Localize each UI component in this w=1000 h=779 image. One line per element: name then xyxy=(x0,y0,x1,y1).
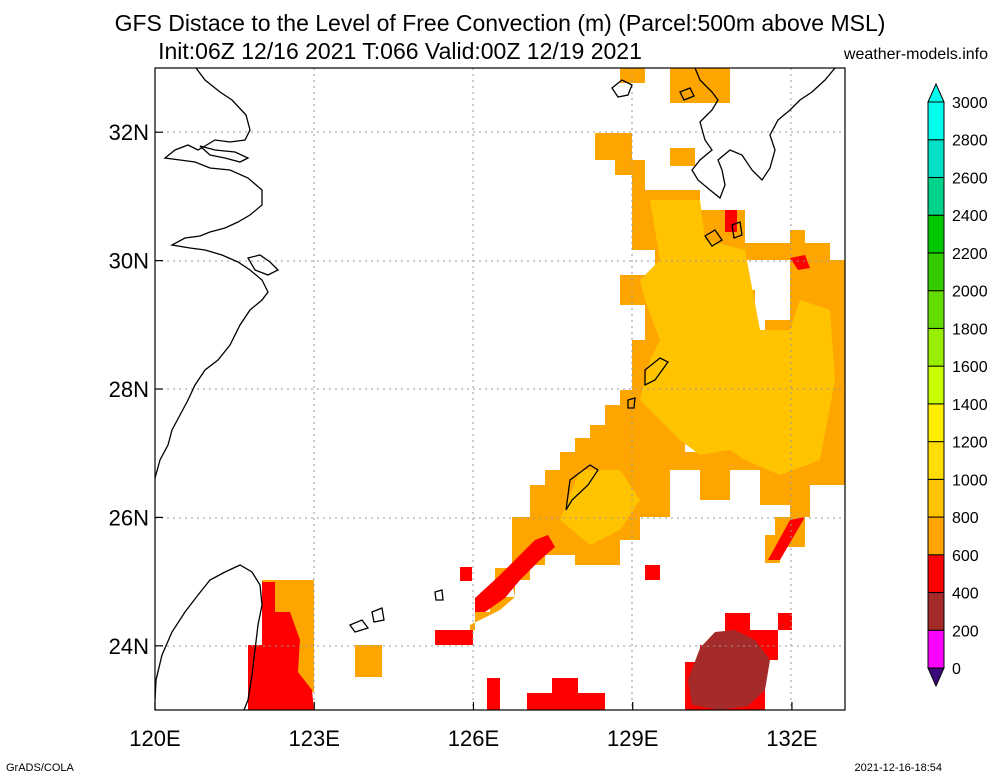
field-red xyxy=(778,613,792,630)
graticule xyxy=(155,68,845,710)
colorbar-label: 0 xyxy=(952,661,961,678)
colorbar-low-arrow xyxy=(927,667,945,688)
field-brown xyxy=(688,630,770,710)
coast-ryukyu-2 xyxy=(644,357,669,387)
colorbar-bin xyxy=(927,139,945,178)
map-subtitle: Init:06Z 12/16 2021 T:066 Valid:00Z 12/1… xyxy=(158,38,642,64)
field-red xyxy=(527,678,605,710)
colorbar-bin xyxy=(927,403,945,443)
colorbar-label: 2200 xyxy=(952,246,988,263)
coastlines xyxy=(155,68,836,710)
lon-tick-label: 132E xyxy=(766,726,817,751)
colorbar-bin xyxy=(927,176,945,216)
field-red xyxy=(487,678,500,710)
lon-tick-label: 126E xyxy=(448,726,499,751)
colorbar-high-arrow xyxy=(927,82,945,103)
colorbar-bin xyxy=(927,554,945,594)
lon-tick-label: 120E xyxy=(129,726,180,751)
coast-ryukyu-1 xyxy=(565,464,599,511)
map-title: GFS Distace to the Level of Free Convect… xyxy=(114,10,886,36)
field-red xyxy=(435,630,473,645)
colorbar-label: 1000 xyxy=(952,472,988,489)
colorbar-label: 2800 xyxy=(952,133,988,150)
credit-label: weather-models.info xyxy=(843,46,988,63)
coast-ryukyu-5 xyxy=(731,221,743,239)
coast-china xyxy=(155,68,269,479)
colorbar-bin xyxy=(927,441,945,480)
coast-ryukyu-4 xyxy=(704,229,723,247)
colorbar-label: 2400 xyxy=(952,208,988,225)
colorbar-bin xyxy=(927,252,945,292)
field-orange-top xyxy=(670,68,730,103)
lat-tick-label: 30N xyxy=(109,249,149,274)
lon-tick-label: 123E xyxy=(289,726,340,751)
colorbar-bin xyxy=(927,327,945,367)
software-credit: GrADS/COLA xyxy=(6,762,74,774)
lfc-field xyxy=(248,68,845,710)
colorbar-label: 600 xyxy=(952,548,979,565)
field-gap xyxy=(645,158,673,190)
colorbar-bin xyxy=(927,592,945,631)
coast-kyushu xyxy=(691,68,836,200)
field-red xyxy=(790,255,810,270)
lon-tick-label: 129E xyxy=(607,726,658,751)
colorbar-bin xyxy=(927,214,945,254)
field-orange-top xyxy=(670,148,695,166)
lat-tick-label: 32N xyxy=(109,120,149,145)
colorbar-label: 2000 xyxy=(952,284,988,301)
coast-kyushu-inner xyxy=(611,79,695,101)
colorbar-bin xyxy=(927,101,945,141)
field-amber xyxy=(640,200,835,475)
colorbar-label: 1600 xyxy=(952,359,988,376)
colorbar-bin xyxy=(927,629,945,669)
colorbar-label: 2600 xyxy=(952,170,988,187)
colorbar-bin xyxy=(927,365,945,405)
field-red xyxy=(768,517,805,560)
colorbar: 0 200 400 600 800 1000 1200 1400 1600 1800 2000 220… xyxy=(927,82,988,688)
colorbar-label: 1200 xyxy=(952,435,988,452)
colorbar-label: 1400 xyxy=(952,397,988,414)
field-red xyxy=(475,535,555,612)
colorbar-bin xyxy=(927,290,945,329)
field-amber xyxy=(560,470,640,545)
coast-ryukyu-3 xyxy=(627,397,636,409)
lat-axis: 24N 26N 28N 30N 32N xyxy=(109,120,163,659)
coast-bay xyxy=(199,145,250,163)
coast-island xyxy=(247,254,280,276)
colorbar-bin xyxy=(927,516,945,556)
lat-tick-label: 28N xyxy=(109,377,149,402)
field-red xyxy=(725,210,737,232)
lat-tick-label: 26N xyxy=(109,505,149,530)
generated-timestamp: 2021-12-16-18:54 xyxy=(854,762,942,774)
colorbar-label: 200 xyxy=(952,623,979,640)
field-orange-patch xyxy=(355,645,382,677)
field-red xyxy=(460,567,472,581)
lon-axis: 120E 123E 126E 129E 132E xyxy=(129,702,818,751)
coast-yaeyama xyxy=(348,589,444,633)
colorbar-label: 800 xyxy=(952,510,979,527)
colorbar-label: 3000 xyxy=(952,95,988,112)
map-area xyxy=(155,68,845,710)
colorbar-label: 1800 xyxy=(952,321,988,338)
lat-tick-label: 24N xyxy=(109,634,149,659)
coast-taiwan xyxy=(155,564,263,710)
field-red xyxy=(645,565,660,580)
colorbar-label: 400 xyxy=(952,586,979,603)
colorbar-bin xyxy=(927,478,945,518)
